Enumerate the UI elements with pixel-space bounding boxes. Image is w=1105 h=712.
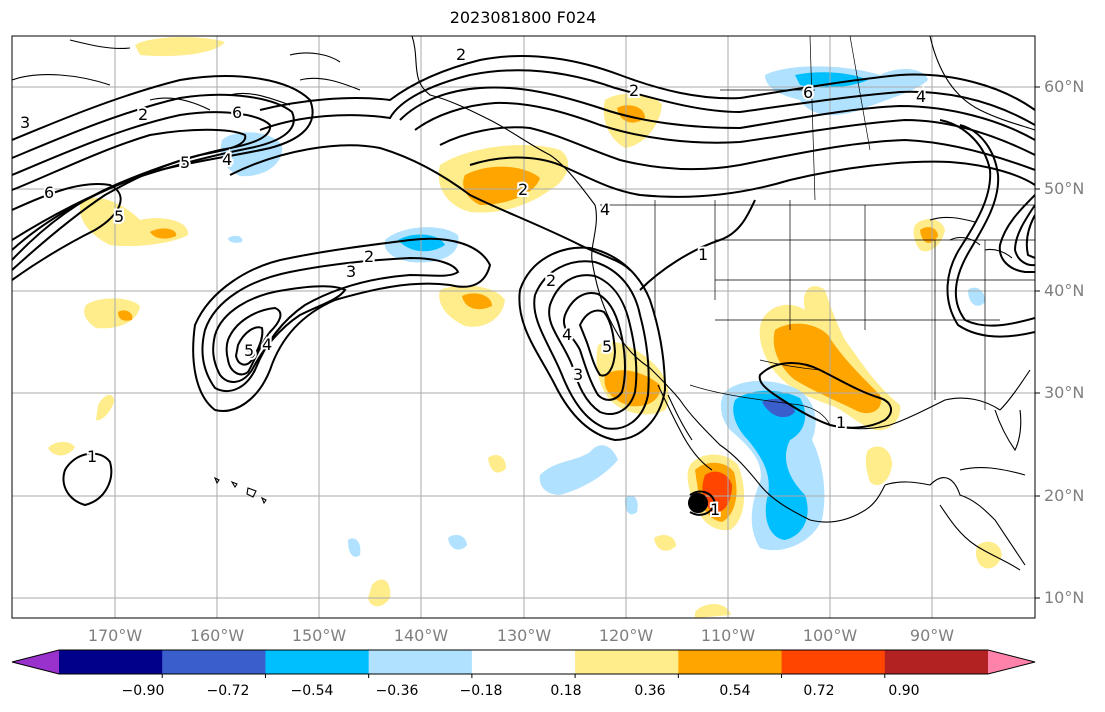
contour-label: 3 [20,113,30,132]
contour-label: 4 [222,150,232,169]
lat-label-10n: 10°N [1044,588,1085,607]
contour-lines [12,55,1035,516]
contour-label: 2 [518,180,528,199]
borders [600,36,1035,426]
shade-aleutian-west-core [150,228,177,239]
colorbar-label: −0.18 [459,683,503,699]
colorbar-extend-max [988,650,1035,674]
contour-label-group: 2 2 3 4 5 6 6 3 2 5 2 3 4 5 2 3 4 5 1 1 … [18,43,928,521]
colorbar-label: −0.54 [290,683,334,699]
colorbar-outline [11,649,1036,675]
shade-small-yellow-2 [48,441,75,456]
shade-central-america [975,541,1002,569]
shade-yellow-dot-3 [368,579,391,607]
contour-label: 1 [710,500,720,519]
shade-yellow-dot-4 [695,604,731,618]
shade-yellow-dot-1 [488,455,506,473]
lon-label-110w: 110°W [700,626,756,645]
colorbar-label: −0.90 [121,683,165,699]
contour-label: 6 [232,103,242,122]
shade-gulf-alaska-core [463,166,540,205]
colorbar-label: 0.54 [719,683,751,699]
lat-label-50n: 50°N [1044,179,1085,198]
contour-label: 6 [44,183,54,202]
contour-label: 1 [87,447,97,466]
colorbar-segment [59,650,163,674]
contour-label: 1 [836,413,846,432]
lat-label-20n: 20°N [1044,486,1085,505]
lon-label-160w: 160°W [189,626,245,645]
shade-mexico-blue-mid [733,390,808,540]
shade-canada-blue-core [795,72,868,88]
shade-blue-dot-1 [348,538,361,557]
shade-greatlakes-core [920,227,938,243]
shade-hurricane-core [702,471,732,513]
lon-label-170w: 170°W [87,626,143,645]
lon-label-140w: 140°W [393,626,449,645]
colorbar-segment [162,650,266,674]
map-title: 2023081800 F024 [449,8,597,27]
shade-pacific-blue-small [539,445,618,495]
shade-west-pacific-yellow [84,298,140,329]
contour-label: 2 [629,81,639,100]
lon-label-120w: 120°W [598,626,654,645]
contour-label: 5 [180,153,190,172]
contour-label: 2 [456,45,466,64]
lon-label-100w: 100°W [802,626,858,645]
colorbar-label: −0.72 [206,683,250,699]
map-frame [11,35,1036,619]
contour-label: 5 [114,207,124,226]
contour-label: 2 [546,271,556,290]
contour-label: 2 [364,247,374,266]
shade-offshore-core [462,293,492,310]
lat-label-60n: 60°N [1044,77,1085,96]
lon-label-130w: 130°W [496,626,552,645]
colorbar-segment [368,650,473,674]
lat-label-40n: 40°N [1044,281,1085,300]
colorbar [11,649,1036,678]
contour-label: 4 [262,335,272,354]
shade-blue-dot-5 [228,235,243,243]
lon-label-150w: 150°W [291,626,347,645]
graticule [12,36,1035,618]
contour-label: 5 [246,343,256,362]
contour-label: 3 [573,365,583,384]
contour-label: 1 [698,245,708,264]
colorbar-segment [471,650,576,674]
contour-label: 6 [803,83,813,102]
colorbar-label: 0.18 [550,683,582,699]
colorbar-segment [575,650,679,674]
shade-small-yellow-1 [96,394,115,421]
contour-label: 4 [600,200,610,219]
colorbar-label: −0.36 [375,683,419,699]
lon-label-90w: 90°W [909,626,955,645]
shade-yellow-dot-2 [654,534,676,551]
shade-bering-north [135,37,225,57]
contour-label: 5 [244,341,254,360]
shade-west-pacific-core [118,310,133,321]
contour-label: 2 [138,105,148,124]
shade-blue-dot-3 [624,495,638,515]
shade-southwest-core [773,323,881,414]
shade-gulf-yellow [865,446,892,486]
colorbar-segment [884,650,989,674]
colorbar-extend-min [12,650,59,674]
contour-label: 4 [562,325,572,344]
contour-label: 5 [602,337,612,356]
colorbar-label: 0.72 [803,683,835,699]
colorbar-segment [678,650,783,674]
colorbar-label: 0.36 [634,683,666,699]
shade-blue-dot-4 [968,287,986,306]
contour-label: 3 [346,262,356,281]
colorbar-label: 0.90 [888,683,920,699]
contour-label: 4 [916,87,926,106]
lat-ticks [1035,86,1040,599]
shade-blue-dot-2 [448,534,467,550]
lat-label-30n: 30°N [1044,383,1085,402]
colorbar-segment [781,650,886,674]
contour-label: 3 [571,365,581,384]
coastlines [12,36,1035,571]
colorbar-segment [265,650,370,674]
